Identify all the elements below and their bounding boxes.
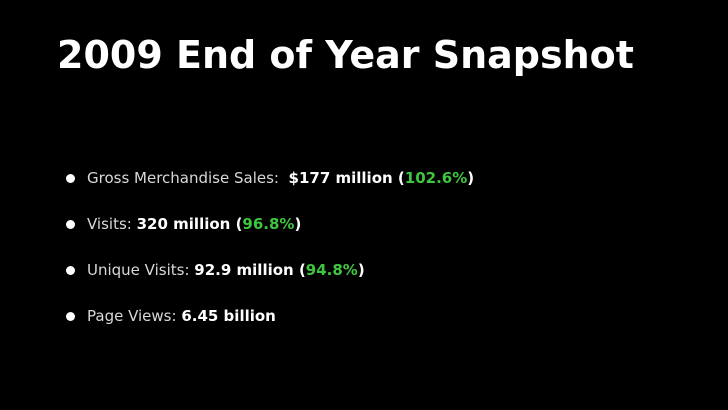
bullet-label: Gross Merchandise Sales: xyxy=(87,169,279,187)
paren-open: ( xyxy=(392,169,405,187)
paren-close: ) xyxy=(294,215,302,233)
bullet-change: 94.8% xyxy=(305,261,358,279)
bullet-value: 6.45 billion xyxy=(181,307,276,325)
bullet-change: 96.8% xyxy=(242,215,295,233)
paren-close: ) xyxy=(357,261,365,279)
bullet-label: Visits: xyxy=(87,215,132,233)
bullet-text: Unique Visits: 92.9 million (94.8%) xyxy=(87,256,365,284)
paren-close: ) xyxy=(467,169,475,187)
bullet-dot-icon xyxy=(66,220,75,229)
bullet-text: Visits: 320 million (96.8%) xyxy=(87,210,301,238)
bullet-value: $177 million xyxy=(288,169,393,187)
paren-open: ( xyxy=(293,261,306,279)
bullet-label: Unique Visits: xyxy=(87,261,190,279)
paren-open: ( xyxy=(230,215,243,233)
bullet-value: 92.9 million xyxy=(194,261,294,279)
bullet-dot-icon xyxy=(66,174,75,183)
bullet-dot-icon xyxy=(66,312,75,321)
bullet-value: 320 million xyxy=(136,215,231,233)
slide-title: 2009 End of Year Snapshot xyxy=(57,33,634,77)
bullet-change: 102.6% xyxy=(404,169,468,187)
bullet-text: Gross Merchandise Sales: $177 million (1… xyxy=(87,164,474,192)
bullet-text: Page Views: 6.45 billion xyxy=(87,302,276,330)
bullet-label: Page Views: xyxy=(87,307,177,325)
bullet-dot-icon xyxy=(66,266,75,275)
